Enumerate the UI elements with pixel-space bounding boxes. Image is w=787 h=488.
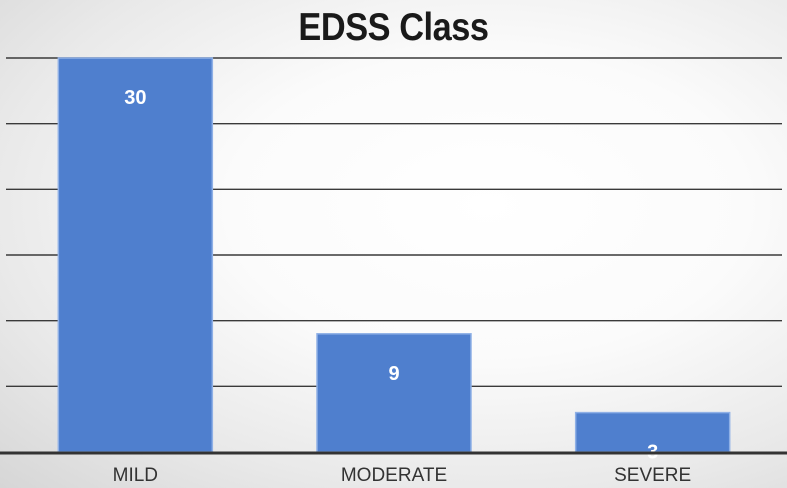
bars	[57, 57, 731, 453]
x-tick-label-moderate: MODERATE	[341, 465, 447, 486]
data-label-moderate: 9	[388, 363, 399, 385]
bar-moderate	[316, 333, 472, 453]
bar-mild	[57, 57, 214, 453]
chart-title: EDSS Class	[298, 6, 489, 49]
x-tick-label-severe: SEVERE	[614, 465, 691, 486]
data-label-mild: 30	[124, 87, 146, 109]
x-tick-label-mild: MILD	[113, 465, 158, 486]
x-axis: MILD MODERATE SEVERE	[0, 451, 787, 486]
